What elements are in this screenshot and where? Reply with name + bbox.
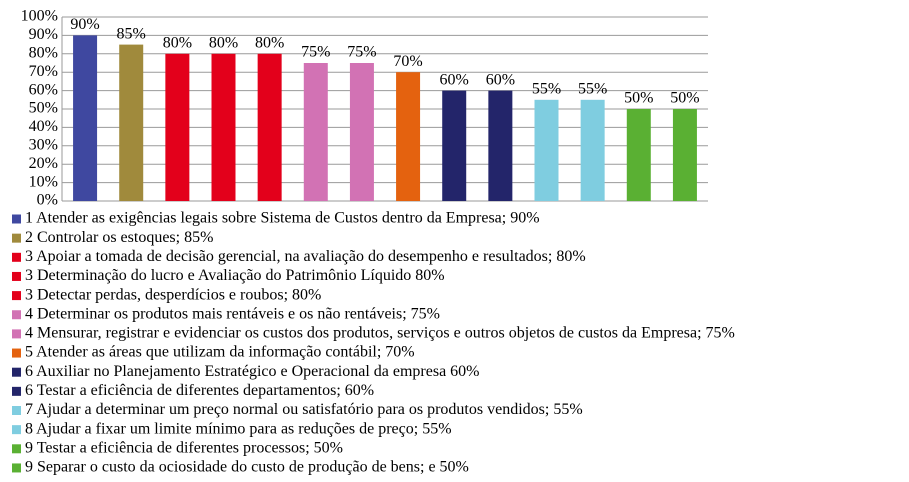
legend-swatch bbox=[12, 214, 21, 224]
bar bbox=[626, 109, 651, 201]
legend-swatch bbox=[12, 406, 21, 415]
legend-label: 9 Separar o custo da ociosidade do custo… bbox=[25, 459, 469, 476]
value-label: 55% bbox=[532, 80, 561, 97]
legend-swatch bbox=[12, 348, 21, 358]
value-label: 60% bbox=[440, 71, 469, 88]
legend-swatch bbox=[12, 425, 21, 435]
y-tick-label: 10% bbox=[29, 173, 58, 190]
y-tick-label: 20% bbox=[29, 155, 58, 172]
bar bbox=[119, 44, 144, 201]
legend-swatch bbox=[12, 463, 21, 473]
legend-swatch bbox=[12, 310, 21, 320]
y-tick-label: 50% bbox=[29, 100, 58, 117]
bar bbox=[396, 72, 421, 201]
y-tick-label: 60% bbox=[29, 81, 58, 98]
bar bbox=[211, 53, 236, 201]
legend-label: 9 Testar a eficiência de diferentes proc… bbox=[25, 439, 343, 456]
y-tick-label: 40% bbox=[29, 118, 58, 135]
bar bbox=[534, 99, 559, 201]
value-label: 70% bbox=[393, 53, 422, 70]
y-tick-label: 90% bbox=[29, 26, 58, 43]
value-label: 80% bbox=[163, 34, 192, 51]
bar bbox=[672, 109, 697, 201]
bar bbox=[303, 63, 328, 201]
bar bbox=[488, 90, 513, 201]
legend-label: 6 Auxiliar no Planejamento Estratégico e… bbox=[25, 363, 480, 380]
legend-label: 1 Atender as exigências legais sobre Sis… bbox=[25, 210, 540, 227]
legend-swatch bbox=[12, 252, 21, 262]
value-label: 80% bbox=[255, 34, 284, 51]
legend-label: 5 Atender as áreas que utilizam da infor… bbox=[25, 344, 415, 361]
value-label: 90% bbox=[70, 16, 99, 33]
legend-label: 4 Determinar os produtos mais rentáveis … bbox=[25, 305, 440, 322]
y-tick-label: 70% bbox=[29, 63, 58, 80]
y-tick-label: 0% bbox=[37, 192, 58, 209]
bar bbox=[257, 53, 282, 201]
y-tick-label: 100% bbox=[21, 8, 58, 25]
value-label: 55% bbox=[578, 80, 607, 97]
bar bbox=[349, 63, 374, 201]
legend-label: 3 Determinação do lucro e Avaliação do P… bbox=[25, 267, 445, 284]
value-label: 85% bbox=[117, 25, 146, 42]
legend-label: 3 Detectar perdas, desperdícios e roubos… bbox=[25, 286, 321, 303]
legend-label: 6 Testar a eficiência de diferentes depa… bbox=[25, 382, 374, 399]
value-label: 75% bbox=[347, 44, 376, 61]
legend-swatch bbox=[12, 291, 21, 301]
bar bbox=[73, 35, 98, 202]
legend-swatch bbox=[12, 329, 21, 339]
legend-swatch bbox=[12, 271, 21, 281]
value-label: 50% bbox=[670, 90, 699, 107]
value-label: 80% bbox=[209, 34, 238, 51]
legend-label: 3 Apoiar a tomada de decisão gerencial, … bbox=[25, 248, 586, 265]
legend-swatch bbox=[12, 444, 21, 454]
value-label: 50% bbox=[624, 90, 653, 107]
value-label: 60% bbox=[486, 71, 515, 88]
legend-label: 2 Controlar os estoques; 85% bbox=[25, 229, 213, 246]
legend-label: 4 Mensurar, registrar e evidenciar os cu… bbox=[25, 325, 735, 342]
bar bbox=[442, 90, 467, 201]
y-tick-label: 30% bbox=[29, 136, 58, 153]
legend-swatch bbox=[12, 367, 21, 377]
value-label: 75% bbox=[301, 44, 330, 61]
legend-swatch bbox=[12, 386, 21, 396]
y-tick-label: 80% bbox=[29, 44, 58, 61]
legend-label: 7 Ajudar a determinar um preço normal ou… bbox=[25, 401, 583, 418]
bar bbox=[165, 53, 190, 201]
legend-label: 8 Ajudar a fixar um limite mínimo para a… bbox=[25, 420, 452, 437]
legend-swatch bbox=[12, 233, 21, 243]
bar bbox=[580, 99, 605, 201]
